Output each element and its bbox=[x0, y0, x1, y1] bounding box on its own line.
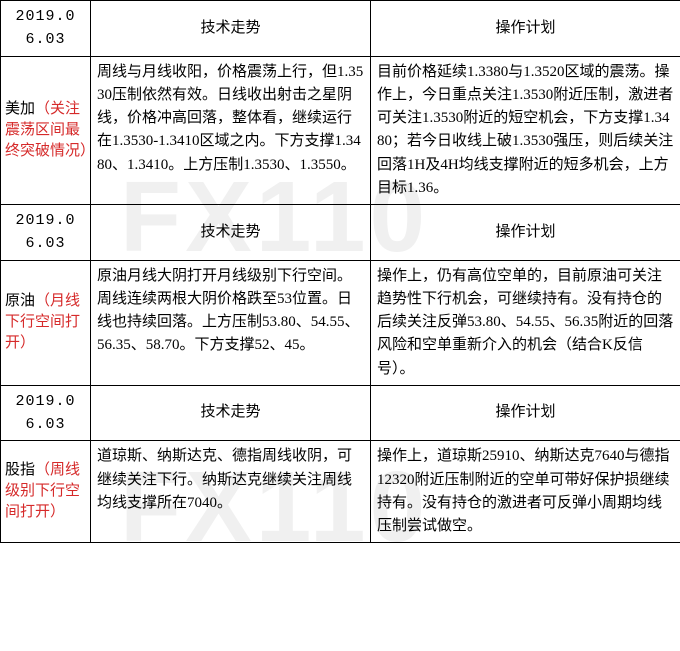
label-main: 股指 bbox=[5, 462, 35, 478]
label-main: 美加 bbox=[5, 101, 35, 117]
col-plan-header: 操作计划 bbox=[371, 205, 680, 261]
col-tech-header: 技术走势 bbox=[91, 1, 371, 57]
analysis-table: 2019.06.03 技术走势 操作计划 美加（关注震荡区间最终突破情况） 周线… bbox=[0, 0, 680, 543]
section-date: 2019.06.03 bbox=[1, 205, 91, 261]
plan-cell: 操作上，道琼斯25910、纳斯达克7640与德指12320附近压制附近的空单可带… bbox=[371, 441, 680, 543]
plan-cell: 操作上，仍有高位空单的，目前原油可关注趋势性下行机会，可继续持有。没有持仓的后续… bbox=[371, 260, 680, 385]
col-plan-header: 操作计划 bbox=[371, 1, 680, 57]
section-label: 原油（月线下行空间打开） bbox=[1, 260, 91, 385]
col-tech-header: 技术走势 bbox=[91, 385, 371, 441]
tech-cell: 道琼斯、纳斯达克、德指周线收阴，可继续关注下行。纳斯达克继续关注周线均线支撑所在… bbox=[91, 441, 371, 543]
label-main: 原油 bbox=[5, 293, 35, 309]
section-date: 2019.06.03 bbox=[1, 1, 91, 57]
col-tech-header: 技术走势 bbox=[91, 205, 371, 261]
section-date: 2019.06.03 bbox=[1, 385, 91, 441]
tech-cell: 周线与月线收阳，价格震荡上行，但1.3530压制依然有效。日线收出射击之星阴线，… bbox=[91, 56, 371, 205]
tech-cell: 原油月线大阴打开月线级别下行空间。周线连续两根大阴价格跌至53位置。日线也持续回… bbox=[91, 260, 371, 385]
section-label: 美加（关注震荡区间最终突破情况） bbox=[1, 56, 91, 205]
plan-cell: 目前价格延续1.3380与1.3520区域的震荡。操作上，今日重点关注1.353… bbox=[371, 56, 680, 205]
section-label: 股指（周线级别下行空间打开） bbox=[1, 441, 91, 543]
col-plan-header: 操作计划 bbox=[371, 385, 680, 441]
